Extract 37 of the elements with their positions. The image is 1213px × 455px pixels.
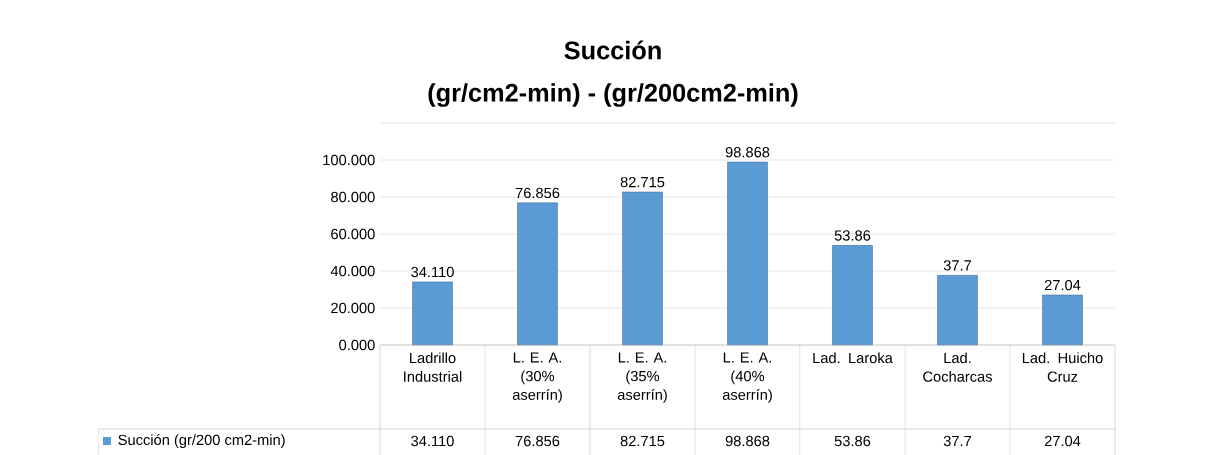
bar — [412, 281, 453, 346]
y-tick-label: 60.000 — [331, 228, 375, 240]
text: 53.86 — [834, 230, 871, 241]
x-tick-label: L. E. A. (40% aserrín) — [722, 352, 772, 403]
y-tick-label: 0.000 — [339, 339, 375, 351]
chart-title: Succión — [564, 40, 661, 60]
data-label: 53.86 — [834, 435, 871, 447]
text: 37.7 — [943, 260, 972, 271]
y-tick-label: 100.000 — [323, 154, 375, 166]
text: 82.715 — [620, 176, 665, 188]
text: 27.04 — [1044, 279, 1081, 291]
data-label: 76.856 — [515, 435, 560, 447]
text: 34.110 — [411, 266, 454, 278]
data-label: 27.04 — [1044, 435, 1081, 447]
x-tick-label: L. E. A. (35% aserrín) — [617, 352, 667, 403]
text: 98.868 — [725, 147, 770, 158]
bar — [832, 245, 873, 346]
x-tick-label: L. E. A. (30% aserrín) — [512, 352, 562, 403]
x-tick-label: Ladrillo Industrial — [404, 352, 462, 382]
bar — [1042, 294, 1083, 346]
data-label: 37.7 — [943, 435, 972, 447]
x-tick-label: Lad. Laroka — [813, 352, 893, 364]
chart-subtitle: (gr/cm2-min) - (gr/200cm2-min) — [428, 83, 798, 107]
bar — [937, 274, 978, 346]
data-label: 82.715 — [620, 435, 665, 447]
bar — [622, 191, 663, 346]
bar — [727, 161, 768, 346]
x-tick-label: Lad. Huicho Cruz — [1022, 352, 1103, 382]
text: 76.856 — [515, 187, 560, 199]
legend-label: Succión (gr/200 cm2-min) — [118, 434, 285, 448]
y-tick-label: 40.000 — [330, 265, 375, 277]
data-label: 34.110 — [411, 435, 454, 447]
x-tick-label: Lad. Cocharcas — [923, 352, 992, 382]
y-tick-label: 20.000 — [331, 302, 375, 314]
data-label: 98.868 — [725, 435, 770, 447]
bar — [517, 202, 558, 346]
y-tick-label: 80.000 — [331, 191, 375, 203]
